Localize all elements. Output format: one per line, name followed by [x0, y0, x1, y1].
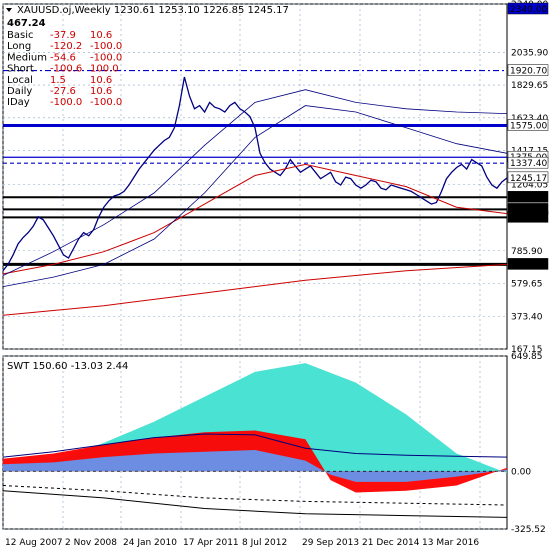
level-label: 1245.17: [510, 174, 547, 184]
level-label: 1122.50: [510, 193, 547, 203]
y-tick-label: 2340.00: [510, 5, 547, 15]
level-tag: [507, 156, 549, 169]
info-value-1: -37.9: [50, 30, 76, 41]
series-ma-navy-fast: [2, 89, 508, 276]
x-tick-label: 21 Dec 2014: [362, 538, 420, 548]
level-tag: [507, 171, 549, 184]
y-tick-label: 649.85: [511, 352, 543, 362]
level-tag: [507, 191, 549, 203]
y-tick-label: 1204.05: [511, 180, 548, 190]
level-label: 1337.40: [510, 159, 547, 169]
series-ma-navy-slow: [2, 105, 508, 287]
info-value-1: -54.6: [50, 52, 76, 63]
chart-symbol-line: XAUUSD.oj,Weekly 1230.61 1253.10 1226.85…: [17, 5, 289, 16]
y-tick-label: 167.15: [511, 345, 543, 355]
y-tick-label: 785.90: [511, 247, 543, 257]
level-tag: [507, 119, 549, 131]
series-black-dash: [2, 485, 508, 506]
info-label: Basic: [7, 30, 33, 41]
main-pane: [2, 3, 508, 350]
info-value-2: -100.0: [90, 41, 122, 52]
info-value-1: -27.6: [50, 86, 76, 97]
info-value-2: 100.0: [90, 64, 119, 75]
level-label: 700.00: [510, 260, 542, 270]
info-value-2: 10.6: [90, 75, 112, 86]
x-tick-label: 24 Jan 2010: [123, 538, 177, 548]
y-tick-label: -325.52: [511, 525, 546, 535]
info-value-1: -100.0: [50, 97, 82, 108]
y-tick-label: 1623.40: [511, 114, 548, 124]
info-value-2: 10.6: [90, 86, 112, 97]
series-navy-line: [2, 433, 508, 458]
info-label: IDay: [7, 97, 30, 108]
series-ma-red: [2, 163, 508, 275]
level-tag: [507, 2, 549, 15]
info-label: Daily: [7, 86, 32, 97]
series-ma-long-red: [2, 263, 508, 316]
level-label: 1575.00: [510, 121, 547, 131]
x-tick-label: 17 Apr 2011: [183, 538, 239, 548]
level-tag: [507, 258, 549, 270]
indicator-title: SWT 150.60 -13.03 2.44: [7, 361, 128, 372]
series-price: [2, 76, 508, 272]
x-tick-label: 13 Mar 2016: [422, 538, 479, 548]
series-black-line: [2, 490, 508, 518]
info-value-2: -100.0: [90, 97, 122, 108]
dropdown-triangle-icon: [6, 8, 12, 12]
y-tick-label: 579.65: [511, 280, 543, 290]
level-label: 1046.30: [510, 205, 547, 215]
y-tick-label: 373.40: [511, 312, 543, 322]
level-label: 1920.70: [510, 67, 547, 77]
series-steel-area: [3, 450, 507, 482]
info-value-2: 10.6: [90, 30, 112, 41]
info-label: Medium: [7, 52, 47, 63]
x-tick-label: 29 Sep 2013: [302, 538, 359, 548]
x-tick-label: 12 Aug 2007: [5, 538, 63, 548]
info-label: Long: [7, 41, 31, 52]
level-tag: [507, 211, 549, 223]
info-value-1: -100.6: [50, 64, 82, 75]
header-value: 467.24: [7, 18, 46, 29]
info-label: Local: [7, 75, 33, 86]
y-tick-label: 1829.65: [511, 81, 548, 91]
level-tag: [507, 64, 549, 76]
x-tick-label: 8 Jul 2012: [242, 538, 287, 548]
y-tick-label: 0.00: [511, 467, 531, 477]
info-value-1: 1.5: [50, 75, 66, 86]
level-label: 996.40: [510, 213, 542, 223]
x-tick-label: 2 Nov 2008: [65, 538, 117, 548]
y-tick-label: 2035.90: [511, 48, 548, 58]
info-value-1: -120.2: [50, 41, 82, 52]
info-label: Short: [7, 64, 34, 75]
info-value-2: -100.0: [90, 52, 122, 63]
